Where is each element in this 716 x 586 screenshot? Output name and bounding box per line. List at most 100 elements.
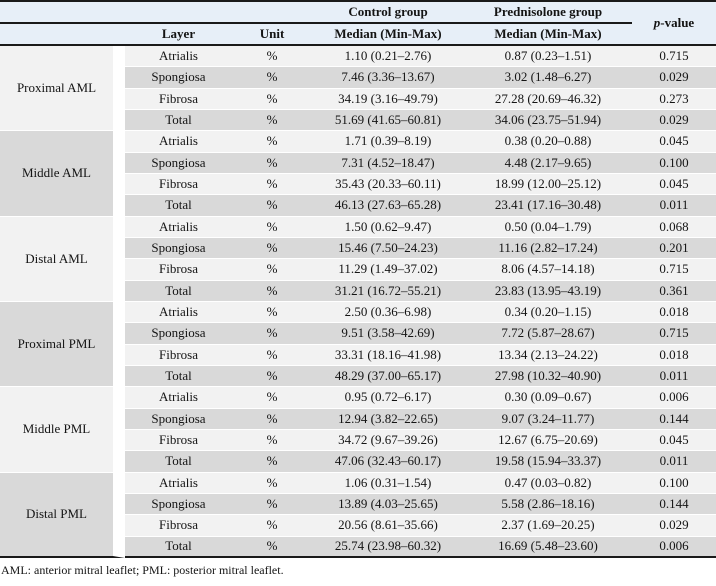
- table-row: Middle AML Atrialis % 1.71 (0.39–8.19) 0…: [0, 131, 716, 217]
- cell-layer: Fibrosa: [125, 173, 232, 196]
- p-value-rest: -value: [660, 14, 695, 30]
- cell-unit: %: [232, 88, 312, 110]
- cell-layer: Total: [125, 195, 232, 217]
- table-row: Proximal AML Atrialis % 1.10 (0.21–2.76)…: [0, 46, 716, 132]
- cell-unit: %: [232, 152, 312, 174]
- cell-prednisolone: 11.16 (2.82–17.24): [464, 237, 632, 260]
- cell-layer: Total: [125, 365, 232, 388]
- cell-layer: Atrialis: [125, 46, 232, 68]
- header-prednisolone-group: Prednisolone group: [464, 2, 632, 24]
- table-row: Distal PML Atrialis % 1.06 (0.31–1.54) 0…: [0, 472, 716, 558]
- cell-p-value: 0.045: [632, 173, 716, 196]
- subheader-control-median: Median (Min-Max): [312, 24, 464, 46]
- cell-p-value: 0.011: [632, 365, 716, 388]
- cell-p-value: 0.100: [632, 152, 716, 174]
- cell-p-value: 0.011: [632, 451, 716, 473]
- table-row: Spongiosa % 7.46 (3.36–13.67) 3.02 (1.48…: [0, 67, 716, 89]
- cell-unit: %: [232, 387, 312, 409]
- cell-layer: Fibrosa: [125, 259, 232, 281]
- cell-p-value: 0.029: [632, 109, 716, 132]
- cell-prednisolone: 23.83 (13.95–43.19): [464, 280, 632, 302]
- cell-unit: %: [232, 216, 312, 238]
- cell-prednisolone: 7.72 (5.87–28.67): [464, 323, 632, 345]
- cell-p-value: 0.068: [632, 216, 716, 238]
- table-row: Total % 31.21 (16.72–55.21) 23.83 (13.95…: [0, 280, 716, 302]
- cell-p-value: 0.029: [632, 67, 716, 89]
- cell-prednisolone: 18.99 (12.00–25.12): [464, 173, 632, 196]
- cell-unit: %: [232, 408, 312, 430]
- group-label-distal-pml: Distal PML: [0, 472, 125, 558]
- cell-control: 25.74 (23.98–60.32): [312, 536, 464, 558]
- subheader-prednisolone-median: Median (Min-Max): [464, 24, 632, 46]
- header-p-value: p-value: [632, 2, 716, 46]
- cell-p-value: 0.006: [632, 387, 716, 409]
- table-row: Fibrosa % 34.72 (9.67–39.26) 12.67 (6.75…: [0, 429, 716, 452]
- cell-prednisolone: 0.47 (0.03–0.82): [464, 472, 632, 494]
- cell-control: 48.29 (37.00–65.17): [312, 365, 464, 388]
- table-row: Fibrosa % 20.56 (8.61–35.66) 2.37 (1.69–…: [0, 515, 716, 537]
- header-empty-cell: [0, 2, 312, 24]
- cell-prednisolone: 19.58 (15.94–33.37): [464, 451, 632, 473]
- table-row: Spongiosa % 7.31 (4.52–18.47) 4.48 (2.17…: [0, 152, 716, 174]
- cell-control: 11.29 (1.49–37.02): [312, 259, 464, 281]
- header-empty-subcell: [0, 24, 125, 46]
- table-row: Proximal PML Atrialis % 2.50 (0.36–6.98)…: [0, 301, 716, 388]
- cell-layer: Atrialis: [125, 472, 232, 494]
- table-row: Fibrosa % 34.19 (3.16–49.79) 27.28 (20.6…: [0, 88, 716, 110]
- cell-control: 34.72 (9.67–39.26): [312, 429, 464, 452]
- cell-control: 0.95 (0.72–6.17): [312, 387, 464, 409]
- cell-unit: %: [232, 365, 312, 388]
- cell-prednisolone: 0.87 (0.23–1.51): [464, 46, 632, 68]
- cell-prednisolone: 27.98 (10.32–40.90): [464, 365, 632, 388]
- table-row: Total % 25.74 (23.98–60.32) 16.69 (5.48–…: [0, 536, 716, 558]
- cell-layer: Total: [125, 280, 232, 302]
- cell-p-value: 0.045: [632, 429, 716, 452]
- table-row: Total % 46.13 (27.63–65.28) 23.41 (17.16…: [0, 195, 716, 217]
- cell-prednisolone: 5.58 (2.86–18.16): [464, 493, 632, 516]
- cell-layer: Atrialis: [125, 301, 232, 324]
- cell-layer: Fibrosa: [125, 88, 232, 110]
- cell-control: 20.56 (8.61–35.66): [312, 515, 464, 537]
- cell-control: 33.31 (18.16–41.98): [312, 344, 464, 366]
- cell-control: 2.50 (0.36–6.98): [312, 301, 464, 324]
- cell-unit: %: [232, 259, 312, 281]
- cell-unit: %: [232, 301, 312, 324]
- table-row: Spongiosa % 12.94 (3.82–22.65) 9.07 (3.2…: [0, 408, 716, 430]
- cell-control: 1.10 (0.21–2.76): [312, 46, 464, 68]
- cell-unit: %: [232, 173, 312, 196]
- cell-p-value: 0.006: [632, 536, 716, 558]
- cell-unit: %: [232, 429, 312, 452]
- cell-unit: %: [232, 536, 312, 558]
- cell-control: 46.13 (27.63–65.28): [312, 195, 464, 217]
- table-footnote: AML: anterior mitral leaflet; PML: poste…: [1, 562, 284, 577]
- header-row-groups: Control group Prednisolone group p-value: [0, 2, 716, 46]
- cell-unit: %: [232, 109, 312, 132]
- cell-prednisolone: 16.69 (5.48–23.60): [464, 536, 632, 558]
- cell-layer: Fibrosa: [125, 429, 232, 452]
- cell-layer: Spongiosa: [125, 152, 232, 174]
- group-label-proximal-aml: Proximal AML: [0, 46, 125, 132]
- cell-layer: Total: [125, 536, 232, 558]
- cell-layer: Atrialis: [125, 216, 232, 238]
- cell-control: 7.31 (4.52–18.47): [312, 152, 464, 174]
- group-label-middle-pml: Middle PML: [0, 387, 125, 473]
- table-row: Spongiosa % 15.46 (7.50–24.23) 11.16 (2.…: [0, 237, 716, 260]
- cell-control: 15.46 (7.50–24.23): [312, 237, 464, 260]
- cell-unit: %: [232, 195, 312, 217]
- cell-p-value: 0.144: [632, 493, 716, 516]
- cell-control: 47.06 (32.43–60.17): [312, 451, 464, 473]
- cell-control: 34.19 (3.16–49.79): [312, 88, 464, 110]
- cell-layer: Fibrosa: [125, 515, 232, 537]
- cell-p-value: 0.045: [632, 131, 716, 153]
- cell-prednisolone: 23.41 (17.16–30.48): [464, 195, 632, 217]
- cell-control: 1.06 (0.31–1.54): [312, 472, 464, 494]
- cell-layer: Total: [125, 109, 232, 132]
- cell-p-value: 0.273: [632, 88, 716, 110]
- cell-p-value: 0.018: [632, 344, 716, 366]
- table-row: Total % 51.69 (41.65–60.81) 34.06 (23.75…: [0, 109, 716, 132]
- header-unit: Unit: [232, 24, 312, 46]
- cell-unit: %: [232, 493, 312, 516]
- cell-layer: Atrialis: [125, 387, 232, 409]
- table-header: Control group Prednisolone group p-value…: [0, 2, 716, 46]
- cell-prednisolone: 0.30 (0.09–0.67): [464, 387, 632, 409]
